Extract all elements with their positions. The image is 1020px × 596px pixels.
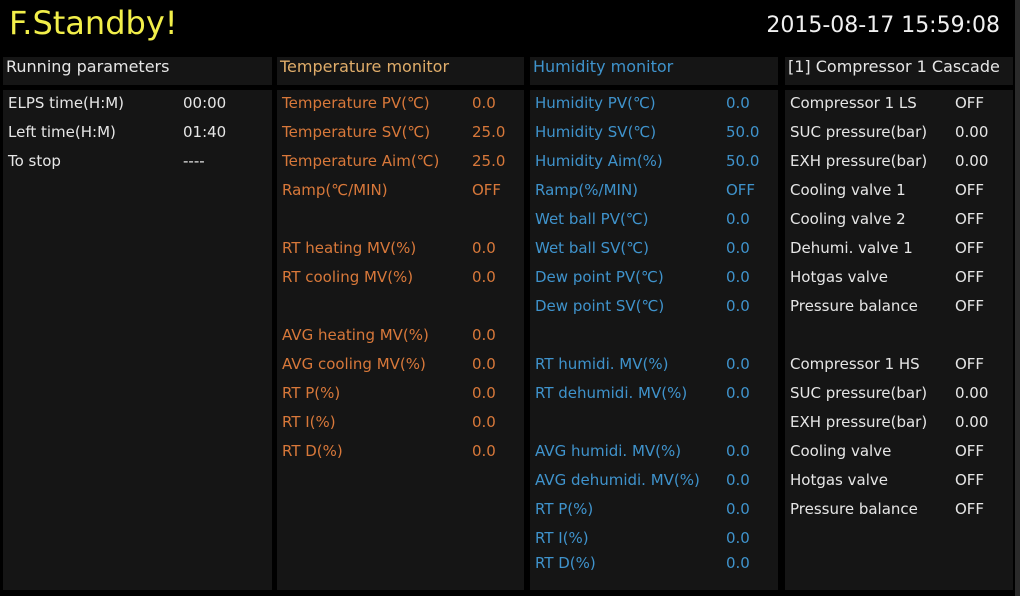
param-label: EXH pressure(bar) xyxy=(790,413,928,431)
param-value: OFF xyxy=(955,210,985,228)
param-value: 0.0 xyxy=(726,94,750,112)
param-label: AVG dehumidi. MV(%) xyxy=(535,471,700,489)
param-label: Temperature PV(℃) xyxy=(282,94,430,112)
param-value: 0.0 xyxy=(472,355,496,373)
panel-body xyxy=(277,90,524,590)
param-value: 0.00 xyxy=(955,413,989,431)
param-value: 0.00 xyxy=(955,123,989,141)
datetime: 2015-08-17 15:59:08 xyxy=(766,13,1000,38)
param-label: RT I(%) xyxy=(282,413,336,431)
param-label: Cooling valve 1 xyxy=(790,181,906,199)
param-value: 01:40 xyxy=(183,123,227,141)
param-label: Left time(H:M) xyxy=(8,123,116,141)
param-value: OFF xyxy=(955,355,985,373)
param-label: RT P(%) xyxy=(282,384,341,402)
param-value: 0.00 xyxy=(955,384,989,402)
param-value: OFF xyxy=(955,471,985,489)
param-label: AVG cooling MV(%) xyxy=(282,355,426,373)
param-value: 0.0 xyxy=(472,268,496,286)
param-value: 0.0 xyxy=(472,384,496,402)
param-value: 0.00 xyxy=(955,152,989,170)
param-value: 00:00 xyxy=(183,94,227,112)
param-value: 0.0 xyxy=(726,297,750,315)
param-value: ---- xyxy=(183,152,205,170)
param-value: 0.0 xyxy=(472,413,496,431)
param-value: 25.0 xyxy=(472,152,506,170)
param-label: Dehumi. valve 1 xyxy=(790,239,913,257)
param-label: Humidity Aim(%) xyxy=(535,152,663,170)
param-label: Dew point PV(℃) xyxy=(535,268,664,286)
param-value: OFF xyxy=(955,297,985,315)
param-label: AVG heating MV(%) xyxy=(282,326,429,344)
param-label: To stop xyxy=(8,152,61,170)
param-value: 0.0 xyxy=(726,471,750,489)
param-value: OFF xyxy=(955,94,985,112)
param-value: OFF xyxy=(955,442,985,460)
param-value: 0.0 xyxy=(726,268,750,286)
param-value: 0.0 xyxy=(726,239,750,257)
param-label: SUC pressure(bar) xyxy=(790,384,928,402)
param-label: Humidity SV(℃) xyxy=(535,123,657,141)
param-label: Hotgas valve xyxy=(790,471,888,489)
panel-title: Humidity monitor xyxy=(530,57,778,85)
param-value: 0.0 xyxy=(472,94,496,112)
param-value: OFF xyxy=(472,181,502,199)
param-value: OFF xyxy=(955,268,985,286)
param-value: 0.0 xyxy=(726,500,750,518)
param-label: ELPS time(H:M) xyxy=(8,94,125,112)
param-value: 0.0 xyxy=(472,442,496,460)
param-value: OFF xyxy=(955,239,985,257)
panel-body xyxy=(530,90,778,590)
param-label: Compressor 1 HS xyxy=(790,355,920,373)
param-label: Pressure balance xyxy=(790,297,918,315)
param-label: Cooling valve 2 xyxy=(790,210,906,228)
param-value: OFF xyxy=(955,500,985,518)
param-label: RT humidi. MV(%) xyxy=(535,355,669,373)
param-label: RT D(%) xyxy=(282,442,343,460)
panel-title: Running parameters xyxy=(3,57,272,85)
param-label: Compressor 1 LS xyxy=(790,94,917,112)
param-label: RT heating MV(%) xyxy=(282,239,417,257)
param-label: Humidity PV(℃) xyxy=(535,94,656,112)
param-label: Wet ball SV(℃) xyxy=(535,239,649,257)
param-label: RT I(%) xyxy=(535,529,589,547)
param-label: Pressure balance xyxy=(790,500,918,518)
param-value: 50.0 xyxy=(726,152,760,170)
param-label: Ramp(℃/MIN) xyxy=(282,181,388,199)
param-label: RT P(%) xyxy=(535,500,594,518)
param-label: Hotgas valve xyxy=(790,268,888,286)
param-label: RT cooling MV(%) xyxy=(282,268,414,286)
scrollbar xyxy=(1015,0,1020,596)
param-value: 0.0 xyxy=(726,442,750,460)
param-value: 0.0 xyxy=(726,210,750,228)
param-value: 0.0 xyxy=(472,326,496,344)
param-label: Temperature Aim(℃) xyxy=(282,152,440,170)
param-label: Temperature SV(℃) xyxy=(282,123,431,141)
param-label: SUC pressure(bar) xyxy=(790,123,928,141)
panel-body xyxy=(785,90,1013,590)
param-label: Dew point SV(℃) xyxy=(535,297,665,315)
param-value: 0.0 xyxy=(726,355,750,373)
param-value: OFF xyxy=(955,181,985,199)
param-value: 0.0 xyxy=(472,239,496,257)
param-value: 50.0 xyxy=(726,123,760,141)
param-label: RT D(%) xyxy=(535,553,596,572)
param-label: AVG humidi. MV(%) xyxy=(535,442,682,460)
param-label: Cooling valve xyxy=(790,442,892,460)
panel-body xyxy=(3,90,272,590)
param-value: 0.0 xyxy=(726,529,750,547)
param-label: Ramp(%/MIN) xyxy=(535,181,639,199)
param-value: 0.0 xyxy=(726,553,750,572)
param-label: Wet ball PV(℃) xyxy=(535,210,649,228)
param-label: EXH pressure(bar) xyxy=(790,152,928,170)
panel-title: Temperature monitor xyxy=(277,57,524,85)
param-value: OFF xyxy=(726,181,756,199)
status-title: F.Standby! xyxy=(9,4,178,42)
panel-title: [1] Compressor 1 Cascade xyxy=(785,57,1013,85)
param-value: 25.0 xyxy=(472,123,506,141)
param-value: 0.0 xyxy=(726,384,750,402)
param-label: RT dehumidi. MV(%) xyxy=(535,384,688,402)
